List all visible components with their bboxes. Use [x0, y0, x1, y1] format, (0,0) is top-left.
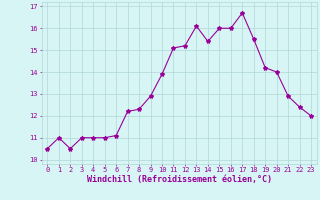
X-axis label: Windchill (Refroidissement éolien,°C): Windchill (Refroidissement éolien,°C) — [87, 175, 272, 184]
